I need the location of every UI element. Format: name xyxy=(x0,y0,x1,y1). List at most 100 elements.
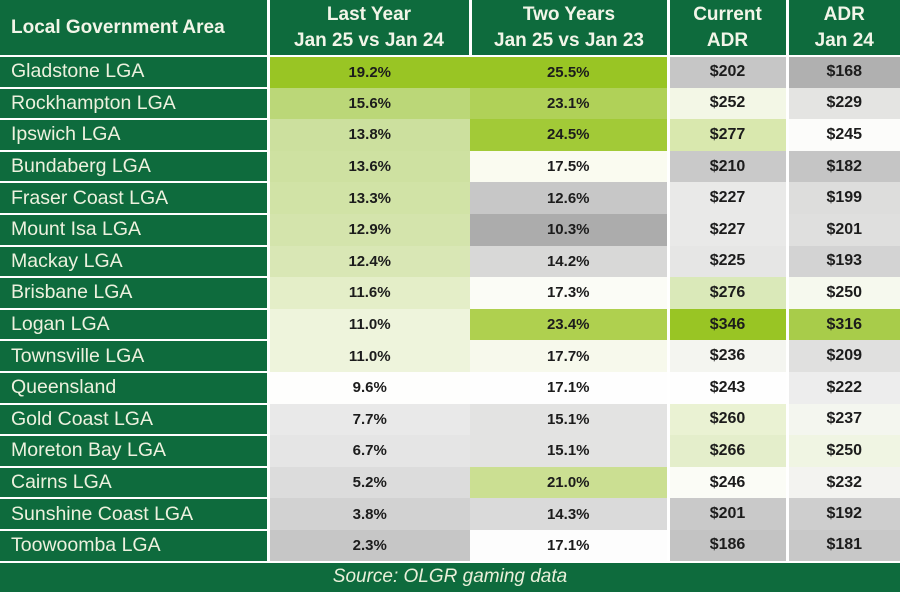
current-adr-cell: $236 xyxy=(668,340,789,372)
table-row: Sunshine Coast LGA 3.8% 14.3% $201 $192 xyxy=(0,498,900,531)
adr-jan24-cell: $209 xyxy=(787,340,900,372)
lga-name-cell: Cairns LGA xyxy=(0,466,270,500)
current-adr-cell: $277 xyxy=(668,119,789,151)
two-years-cell: 23.4% xyxy=(470,308,670,341)
header-two-years-line2: Jan 25 vs Jan 23 xyxy=(494,29,644,51)
two-years-cell: 17.7% xyxy=(470,340,670,372)
table-row: Gladstone LGA 19.2% 25.5% $202 $168 xyxy=(0,56,900,89)
last-year-cell: 11.0% xyxy=(268,340,470,372)
two-years-cell: 17.5% xyxy=(470,150,670,183)
last-year-cell: 12.9% xyxy=(268,213,470,246)
current-adr-cell: $243 xyxy=(668,371,789,404)
current-adr-cell: $346 xyxy=(668,308,789,341)
header-two-years: Two Years Jan 25 vs Jan 23 xyxy=(470,0,670,57)
adr-jan24-cell: $250 xyxy=(787,435,900,467)
lga-name-cell: Sunshine Coast LGA xyxy=(0,498,270,531)
table-row: Fraser Coast LGA 13.3% 12.6% $227 $199 xyxy=(0,182,900,215)
table-row: Rockhampton LGA 15.6% 23.1% $252 $229 xyxy=(0,87,900,121)
adr-jan24-cell: $232 xyxy=(787,466,900,499)
two-years-cell: 15.1% xyxy=(470,403,670,436)
adr-jan24-cell: $182 xyxy=(787,150,900,183)
current-adr-cell: $210 xyxy=(668,150,789,183)
table-row: Mackay LGA 12.4% 14.2% $225 $193 xyxy=(0,245,900,279)
current-adr-cell: $225 xyxy=(668,245,789,278)
table-row: Queensland 9.6% 17.1% $243 $222 xyxy=(0,371,900,405)
table-row: Gold Coast LGA 7.7% 15.1% $260 $237 xyxy=(0,403,900,437)
current-adr-cell: $266 xyxy=(668,435,789,467)
table-row: Bundaberg LGA 13.6% 17.5% $210 $182 xyxy=(0,150,900,184)
lga-name-cell: Rockhampton LGA xyxy=(0,87,270,121)
last-year-cell: 19.2% xyxy=(268,56,470,88)
adr-jan24-cell: $192 xyxy=(787,498,900,530)
last-year-cell: 15.6% xyxy=(268,87,470,120)
current-adr-cell: $186 xyxy=(668,529,789,561)
header-adr-jan24-line1: ADR xyxy=(823,4,865,26)
table-row: Brisbane LGA 11.6% 17.3% $276 $250 xyxy=(0,277,900,310)
current-adr-cell: $276 xyxy=(668,277,789,309)
source-bar: Source: OLGR gaming data xyxy=(0,560,900,592)
lga-name-cell: Mackay LGA xyxy=(0,245,270,279)
last-year-cell: 9.6% xyxy=(268,371,470,404)
header-current-adr: Current ADR xyxy=(668,0,789,57)
last-year-cell: 6.7% xyxy=(268,435,470,467)
lga-name-cell: Fraser Coast LGA xyxy=(0,182,270,215)
current-adr-cell: $252 xyxy=(668,87,789,120)
last-year-cell: 11.0% xyxy=(268,308,470,341)
two-years-cell: 17.1% xyxy=(470,371,670,404)
last-year-cell: 11.6% xyxy=(268,277,470,309)
lga-name-cell: Gold Coast LGA xyxy=(0,403,270,437)
lga-name-cell: Brisbane LGA xyxy=(0,277,270,310)
lga-name-cell: Gladstone LGA xyxy=(0,56,270,89)
table-row: Toowoomba LGA 2.3% 17.1% $186 $181 xyxy=(0,529,900,561)
two-years-cell: 17.3% xyxy=(470,277,670,309)
two-years-cell: 21.0% xyxy=(470,466,670,499)
header-last-year-line1: Last Year xyxy=(326,4,412,26)
lga-name-cell: Mount Isa LGA xyxy=(0,213,270,247)
adr-jan24-cell: $199 xyxy=(787,182,900,214)
two-years-cell: 24.5% xyxy=(470,119,670,151)
last-year-cell: 3.8% xyxy=(268,498,470,530)
adr-jan24-cell: $316 xyxy=(787,308,900,341)
two-years-cell: 25.5% xyxy=(470,56,670,88)
current-adr-cell: $260 xyxy=(668,403,789,436)
lga-name-cell: Moreton Bay LGA xyxy=(0,435,270,468)
current-adr-cell: $227 xyxy=(668,182,789,214)
current-adr-cell: $202 xyxy=(668,56,789,88)
header-last-year-line2: Jan 25 vs Jan 24 xyxy=(294,29,444,51)
adr-jan24-cell: $229 xyxy=(787,87,900,120)
lga-name-cell: Queensland xyxy=(0,371,270,405)
table-row: Logan LGA 11.0% 23.4% $346 $316 xyxy=(0,308,900,342)
lga-name-cell: Bundaberg LGA xyxy=(0,150,270,184)
current-adr-cell: $201 xyxy=(668,498,789,530)
last-year-cell: 7.7% xyxy=(268,403,470,436)
table-row: Townsville LGA 11.0% 17.7% $236 $209 xyxy=(0,340,900,373)
table-row: Ipswich LGA 13.8% 24.5% $277 $245 xyxy=(0,119,900,152)
table-header: Local Government Area Last Year Jan 25 v… xyxy=(0,0,900,57)
adr-jan24-cell: $201 xyxy=(787,213,900,246)
table-row: Mount Isa LGA 12.9% 10.3% $227 $201 xyxy=(0,213,900,247)
two-years-cell: 12.6% xyxy=(470,182,670,214)
lga-name-cell: Ipswich LGA xyxy=(0,119,270,152)
last-year-cell: 13.3% xyxy=(268,182,470,214)
header-lga-label: Local Government Area xyxy=(11,16,225,38)
lga-adr-table: Local Government Area Last Year Jan 25 v… xyxy=(0,0,900,561)
header-lga: Local Government Area xyxy=(0,0,270,57)
last-year-cell: 5.2% xyxy=(268,466,470,499)
header-last-year: Last Year Jan 25 vs Jan 24 xyxy=(268,0,472,57)
two-years-cell: 23.1% xyxy=(470,87,670,120)
adr-jan24-cell: $193 xyxy=(787,245,900,278)
last-year-cell: 13.6% xyxy=(268,150,470,183)
two-years-cell: 14.2% xyxy=(470,245,670,278)
last-year-cell: 12.4% xyxy=(268,245,470,278)
lga-name-cell: Logan LGA xyxy=(0,308,270,342)
source-note: Source: OLGR gaming data xyxy=(332,566,568,587)
header-adr-jan24-line2: Jan 24 xyxy=(814,29,874,51)
adr-jan24-cell: $245 xyxy=(787,119,900,151)
header-row: Local Government Area Last Year Jan 25 v… xyxy=(0,0,900,57)
table-body: Gladstone LGA 19.2% 25.5% $202 $168 Rockhampt… xyxy=(0,56,900,561)
adr-jan24-cell: $250 xyxy=(787,277,900,309)
lga-name-cell: Toowoomba LGA xyxy=(0,529,270,561)
last-year-cell: 13.8% xyxy=(268,119,470,151)
table-row: Moreton Bay LGA 6.7% 15.1% $266 $250 xyxy=(0,435,900,468)
